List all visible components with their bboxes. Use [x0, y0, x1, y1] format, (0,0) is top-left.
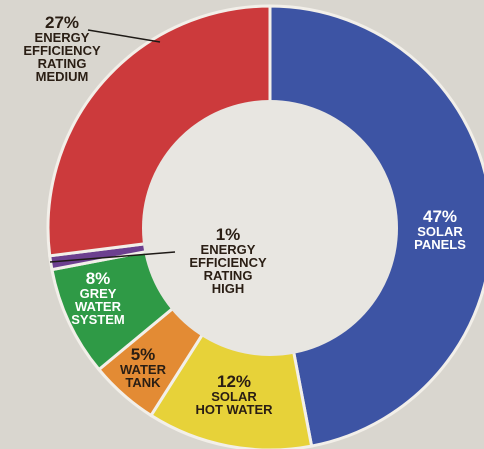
slice-label-line: SOLAR — [417, 224, 463, 239]
leader-lines — [49, 29, 176, 263]
slice-percent-label: 8% — [86, 269, 111, 288]
slice-label: 1% ENERGY EFFICIENCY RATING HIGH — [189, 225, 267, 296]
slice-label: 8% GREY WATER SYSTEM — [71, 269, 124, 327]
slice-label-line: ENERGY — [201, 242, 256, 257]
slice-label-line: WATER — [75, 299, 122, 314]
slice-label-line: WATER — [120, 362, 167, 377]
donut-hole — [142, 100, 398, 356]
slice-percent-label: 1% — [216, 225, 241, 244]
slice-label-line: ENERGY — [35, 30, 90, 45]
slice-label-line: HOT WATER — [195, 402, 273, 417]
slice-label-line: SOLAR — [211, 389, 257, 404]
slice-label: 5% WATER TANK — [120, 345, 167, 390]
slice-label-line: RATING — [38, 56, 87, 71]
slice-percent-label: 12% — [217, 372, 251, 391]
slice-label-line: GREY — [80, 286, 117, 301]
slice-label: 47% SOLAR PANELS — [414, 207, 466, 252]
leader-line — [87, 29, 161, 43]
slice-label: 12% SOLAR HOT WATER — [195, 372, 273, 417]
slice-label-line: HIGH — [212, 281, 245, 296]
slice-percent-label: 27% — [45, 13, 79, 32]
slice-label-line: TANK — [125, 375, 161, 390]
leader-line — [49, 251, 176, 263]
slice-label-line: MEDIUM — [36, 69, 89, 84]
slice-percent-label: 47% — [423, 207, 457, 226]
slice-label-line: SYSTEM — [71, 312, 124, 327]
slice-percent-label: 5% — [131, 345, 156, 364]
slice-label-line: PANELS — [414, 237, 466, 252]
slice-label-line: EFFICIENCY — [23, 43, 101, 58]
slice-label: 27% ENERGY EFFICIENCY RATING MEDIUM — [23, 13, 101, 84]
slice-label-line: RATING — [204, 268, 253, 283]
slice-label-line: EFFICIENCY — [189, 255, 267, 270]
